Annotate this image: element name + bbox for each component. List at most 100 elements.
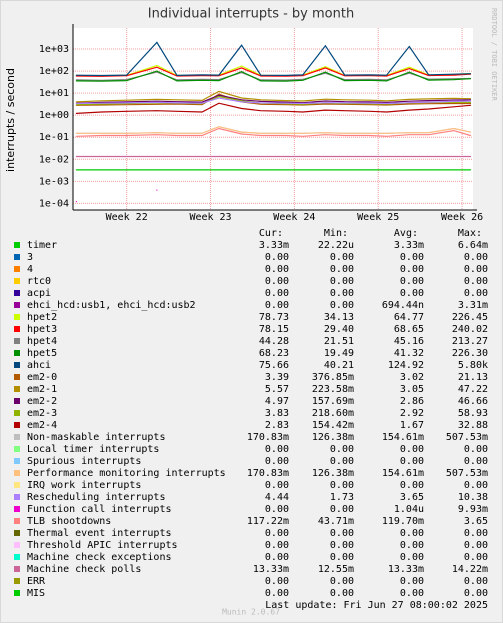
legend-value: 13.33m	[253, 564, 289, 575]
legend-value: 218.60m	[312, 408, 354, 419]
legend-value: 126.38m	[312, 468, 354, 479]
legend-value: 0.00	[330, 300, 354, 311]
y-tick-label: 1e+01	[39, 88, 69, 99]
legend-value: 21.51	[324, 336, 354, 347]
legend-value: 0.00	[464, 276, 488, 287]
legend-label: ahci	[27, 360, 51, 371]
legend-value: 0.00	[464, 264, 488, 275]
series-line	[75, 90, 472, 103]
legend-value: 0.00	[400, 588, 424, 599]
legend-value: 0.00	[464, 444, 488, 455]
legend-value: 240.02	[452, 324, 488, 335]
legend-swatch	[14, 398, 20, 404]
legend-value: 13.33m	[388, 564, 424, 575]
legend-value: 0.00	[400, 576, 424, 587]
x-tick-label: Week 25	[357, 212, 399, 223]
legend-label: timer	[27, 240, 57, 251]
legend-value: 0.00	[330, 276, 354, 287]
legend-value: 154.61m	[382, 432, 424, 443]
legend-value: 0.00	[265, 444, 289, 455]
legend-label: rtc0	[27, 276, 51, 287]
legend-value: 3.39	[265, 372, 289, 383]
legend-label: 4	[27, 264, 33, 275]
legend-value: 64.77	[394, 312, 424, 323]
legend-value: 2.83	[265, 420, 289, 431]
legend-label: Local timer interrupts	[27, 444, 159, 455]
legend-value: 3.33m	[394, 240, 424, 251]
legend-value: 0.00	[265, 576, 289, 587]
legend-value: 0.00	[400, 264, 424, 275]
legend-value: 58.93	[458, 408, 488, 419]
legend-label: Machine check polls	[27, 564, 141, 575]
legend-value: 19.49	[324, 348, 354, 359]
legend-swatch	[14, 254, 20, 260]
legend-value: 119.70m	[382, 516, 424, 527]
legend-value: 43.71m	[318, 516, 354, 527]
legend-value: 507.53m	[446, 432, 488, 443]
legend-swatch	[14, 386, 20, 392]
legend-value: 0.00	[265, 276, 289, 287]
legend-value: 0.00	[265, 588, 289, 599]
legend-value: 154.61m	[382, 468, 424, 479]
legend-value: 40.21	[324, 360, 354, 371]
legend-swatch	[14, 290, 20, 296]
legend-value: 0.00	[400, 528, 424, 539]
legend-value: 223.58m	[312, 384, 354, 395]
legend-label: ehci_hcd:usb1, ehci_hcd:usb2	[27, 300, 196, 311]
legend-value: 6.64m	[458, 240, 488, 251]
legend-header: Cur:	[259, 228, 283, 239]
legend-value: 5.57	[265, 384, 289, 395]
legend-value: 226.45	[452, 312, 488, 323]
legend-value: 0.00	[265, 456, 289, 467]
legend-value: 376.85m	[312, 372, 354, 383]
legend-swatch	[14, 578, 20, 584]
legend-swatch	[14, 494, 20, 500]
legend-swatch	[14, 506, 20, 512]
legend-swatch	[14, 470, 20, 476]
legend-value: 0.00	[400, 288, 424, 299]
legend-swatch	[14, 338, 20, 344]
series-line	[75, 93, 472, 106]
series-line	[75, 189, 158, 203]
legend-value: 9.93m	[458, 504, 488, 515]
legend-value: 0.00	[330, 576, 354, 587]
legend-value: 154.42m	[312, 420, 354, 431]
legend-value: 0.00	[464, 540, 488, 551]
x-tick-label: Week 23	[189, 212, 231, 223]
legend-swatch	[14, 266, 20, 272]
plot-area	[73, 28, 473, 210]
legend-label: hpet5	[27, 348, 57, 359]
series-line	[75, 97, 472, 105]
legend-label: Threshold APIC interrupts	[27, 540, 178, 551]
y-tick-label: 1e+00	[39, 110, 69, 121]
legend-value: 0.00	[330, 456, 354, 467]
legend-value: 41.32	[394, 348, 424, 359]
chart-title: Individual interrupts - by month	[148, 7, 354, 22]
series-line	[75, 71, 472, 81]
legend-swatch	[14, 566, 20, 572]
legend-value: 157.69m	[312, 396, 354, 407]
legend-value: 694.44n	[382, 300, 424, 311]
legend-label: acpi	[27, 288, 51, 299]
legend-value: 0.00	[330, 552, 354, 563]
legend-value: 45.16	[394, 336, 424, 347]
legend-value: 0.00	[330, 480, 354, 491]
legend-swatch	[14, 482, 20, 488]
legend-swatch	[14, 422, 20, 428]
legend-value: 0.00	[265, 552, 289, 563]
series-line	[75, 127, 472, 137]
legend-label: em2-0	[27, 372, 57, 383]
legend-value: 32.88	[458, 420, 488, 431]
y-tick-label: 1e-03	[39, 176, 69, 187]
legend-value: 2.86	[400, 396, 424, 407]
y-tick-label: 1e+02	[39, 66, 69, 77]
legend-value: 3.05	[400, 384, 424, 395]
legend-value: 0.00	[330, 588, 354, 599]
legend-label: hpet2	[27, 312, 57, 323]
legend-value: 5.80k	[458, 360, 488, 371]
legend-value: 12.55m	[318, 564, 354, 575]
legend-swatch	[14, 446, 20, 452]
legend-value: 78.15	[259, 324, 289, 335]
legend-value: 46.66	[458, 396, 488, 407]
legend-value: 3.02	[400, 372, 424, 383]
